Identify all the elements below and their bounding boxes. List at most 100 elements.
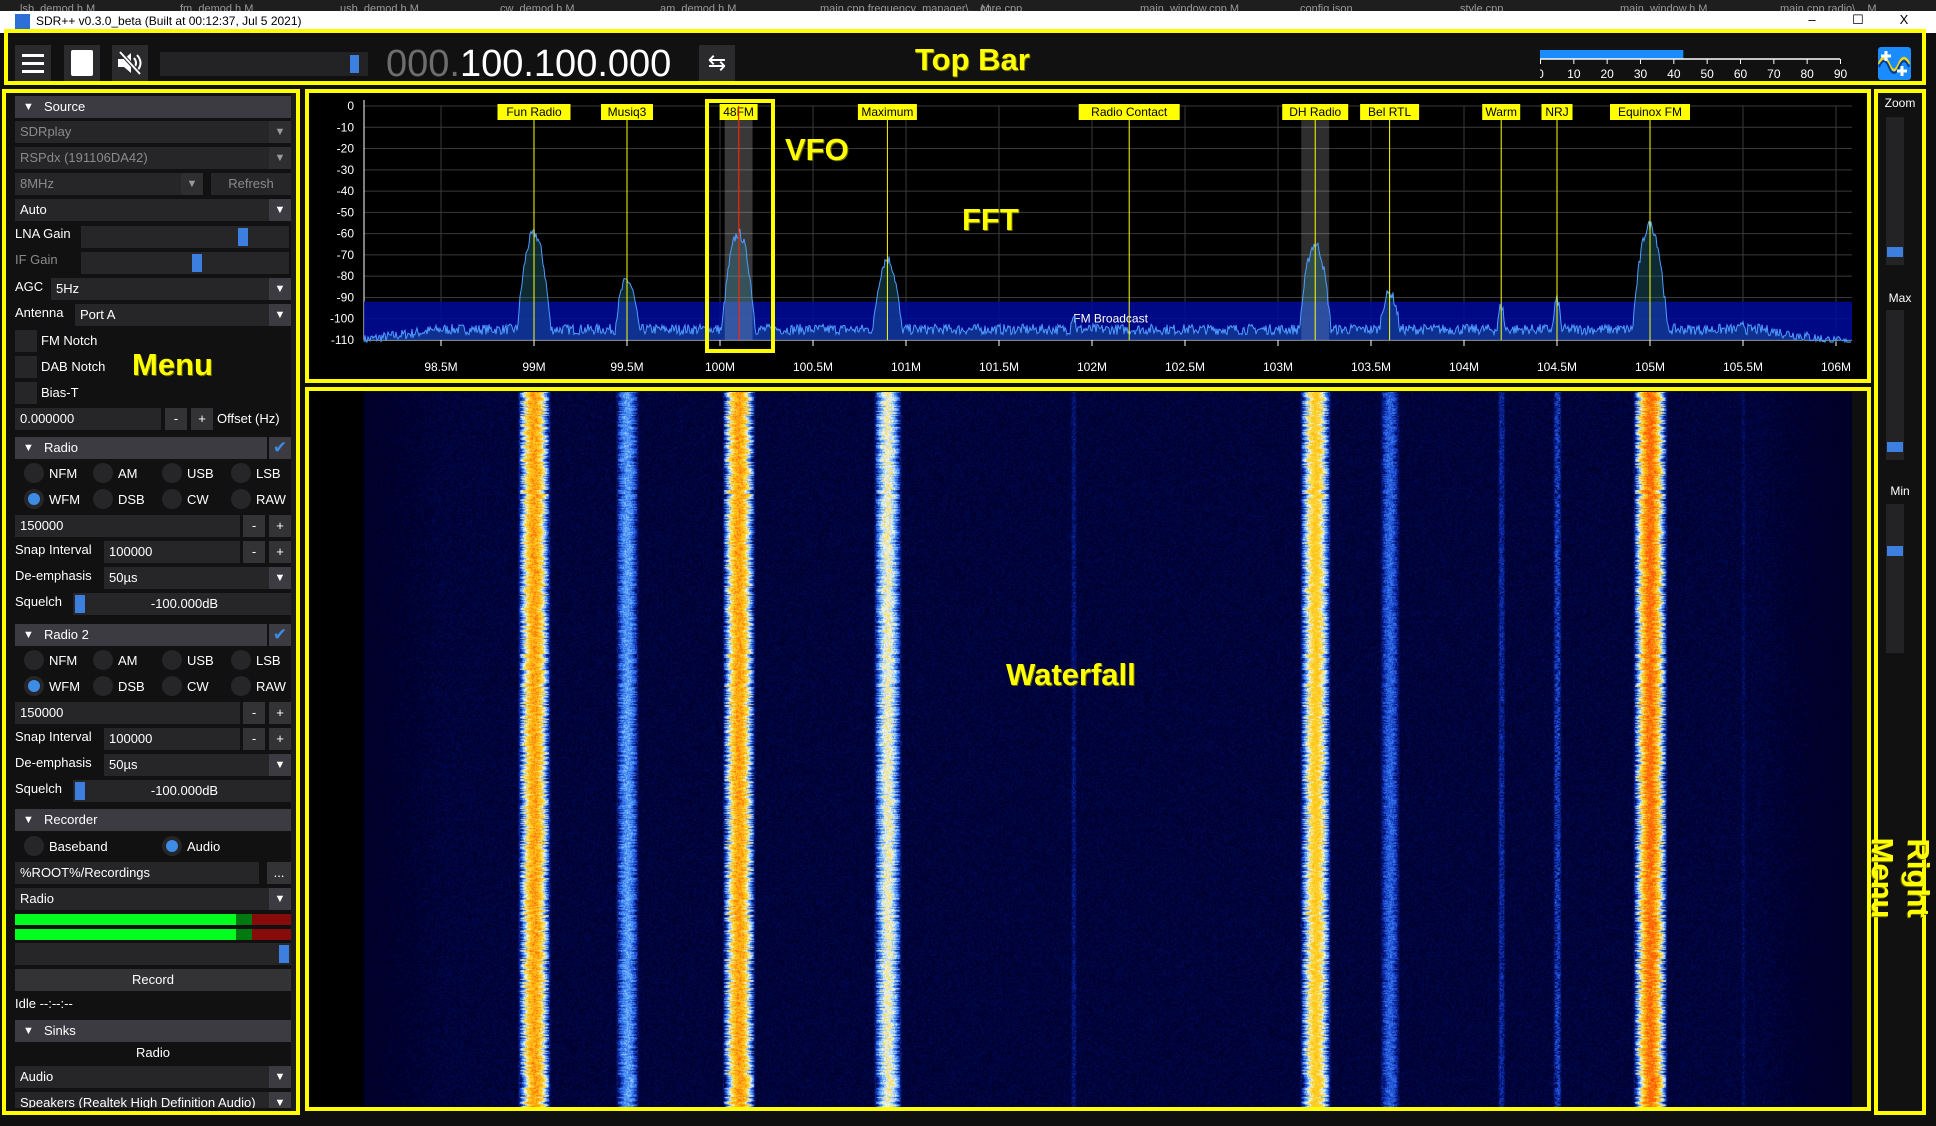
radio-header[interactable]: ▼ Radio 2 xyxy=(15,624,267,646)
close-button[interactable]: X xyxy=(1899,12,1909,27)
frequency-prefix[interactable]: 000. xyxy=(386,43,460,85)
recorder-header[interactable]: ▼ Recorder xyxy=(15,809,291,831)
snap-increment-button[interactable]: + xyxy=(269,541,291,563)
source-type-select[interactable]: SDRplay ▼ xyxy=(15,121,291,143)
editor-tab[interactable]: core.cpp xyxy=(980,3,1023,12)
mode-radio-usb[interactable] xyxy=(162,463,182,483)
radio-header[interactable]: ▼ Radio xyxy=(15,437,267,459)
sdrpp-logo-icon[interactable] xyxy=(1877,47,1911,80)
mode-radio-cw[interactable] xyxy=(162,676,182,696)
stop-button[interactable] xyxy=(64,45,100,81)
sink-type-select[interactable]: Audio ▼ xyxy=(15,1066,291,1088)
bandwidth-increment-button[interactable]: + xyxy=(269,515,291,537)
dab-notch-checkbox[interactable] xyxy=(15,356,37,378)
gain-mode-select[interactable]: Auto ▼ xyxy=(15,199,291,221)
snap-decrement-button[interactable]: - xyxy=(243,541,265,563)
editor-tab[interactable]: fm_demod.h M xyxy=(180,3,254,12)
baseband-radio[interactable] xyxy=(24,836,44,856)
recording-path-input[interactable]: %ROOT%/Recordings xyxy=(15,862,259,884)
maximize-button[interactable]: ☐ xyxy=(1852,12,1864,27)
side-menu-scrollbar[interactable] xyxy=(291,93,296,1111)
fm-notch-checkbox[interactable] xyxy=(15,330,37,352)
editor-tab[interactable]: main_window.h M xyxy=(1620,3,1708,12)
editor-tab[interactable]: am_demod.h M xyxy=(660,3,737,12)
mode-radio-am[interactable] xyxy=(93,463,113,483)
menu-button[interactable] xyxy=(15,45,51,81)
bias-t-checkbox[interactable] xyxy=(15,382,37,404)
offset-input[interactable]: 0.000000 xyxy=(15,408,161,430)
mode-radio-dsb[interactable] xyxy=(93,676,113,696)
mute-button[interactable] xyxy=(112,45,148,81)
minimize-button[interactable]: – xyxy=(1808,12,1816,27)
mode-radio-usb[interactable] xyxy=(162,650,182,670)
mode-radio-nfm[interactable] xyxy=(24,650,44,670)
recorder-stream-select[interactable]: Radio ▼ xyxy=(15,888,291,910)
slider-thumb[interactable] xyxy=(75,782,85,800)
mode-radio-wfm[interactable] xyxy=(24,676,44,696)
bandwidth-increment-button[interactable]: + xyxy=(269,702,291,724)
waterfall[interactable] xyxy=(364,392,1852,1108)
volume-slider[interactable] xyxy=(160,52,368,76)
browse-button[interactable]: ... xyxy=(267,862,291,884)
snap-interval-input[interactable]: 100000 xyxy=(104,541,240,563)
fft-max-slider[interactable] xyxy=(1886,310,1904,460)
deemphasis-select[interactable]: 50µs ▼ xyxy=(104,567,291,589)
record-button[interactable]: Record xyxy=(15,969,291,991)
slider-thumb[interactable] xyxy=(238,228,249,246)
snap-decrement-button[interactable]: - xyxy=(243,728,265,750)
slider-thumb[interactable] xyxy=(1887,545,1903,556)
offset-decrement-button[interactable]: - xyxy=(165,408,187,430)
frequency-value[interactable]: 100.100.000 xyxy=(459,43,672,85)
radio-enable-checkbox[interactable]: ✔ xyxy=(269,624,291,646)
mode-radio-lsb[interactable] xyxy=(231,463,251,483)
bandwidth-decrement-button[interactable]: - xyxy=(243,515,265,537)
mode-radio-nfm[interactable] xyxy=(24,463,44,483)
mode-radio-am[interactable] xyxy=(93,650,113,670)
mode-radio-lsb[interactable] xyxy=(231,650,251,670)
bandwidth-decrement-button[interactable]: - xyxy=(243,702,265,724)
antenna-select[interactable]: Port A ▼ xyxy=(75,304,291,326)
sinks-header[interactable]: ▼ Sinks xyxy=(15,1020,291,1042)
mode-radio-raw[interactable] xyxy=(231,489,251,509)
if-gain-slider[interactable] xyxy=(81,252,289,274)
slider-thumb[interactable] xyxy=(75,595,85,613)
refresh-button[interactable]: Refresh xyxy=(211,173,291,195)
mode-radio-wfm[interactable] xyxy=(24,489,44,509)
frequency-display[interactable]: 000.100.100.000 xyxy=(386,41,671,87)
device-select[interactable]: RSPdx (191106DA42) ▼ xyxy=(15,147,291,169)
mode-radio-cw[interactable] xyxy=(162,489,182,509)
editor-tab[interactable]: usb_demod.h M xyxy=(340,3,419,12)
slider-thumb[interactable] xyxy=(279,945,289,963)
editor-tab[interactable]: main.cpp radio\... M xyxy=(1780,3,1877,12)
slider-thumb[interactable] xyxy=(1887,246,1903,257)
deemphasis-select[interactable]: 50µs ▼ xyxy=(104,754,291,776)
fft-spectrum[interactable]: 0 -10 -20 -30 -40 -50 -60 -70 -80 -90 -100 -110 98.5… xyxy=(309,93,1869,381)
squelch-slider[interactable]: -100.000dB xyxy=(73,780,291,802)
bandwidth-select[interactable]: 8MHz ▼ xyxy=(15,173,203,195)
editor-tab[interactable]: main_window.cpp M xyxy=(1140,3,1240,12)
editor-tab[interactable]: cw_demod.h M xyxy=(500,3,575,12)
tuning-mode-button[interactable]: ⇆ xyxy=(699,45,735,81)
lna-gain-slider[interactable] xyxy=(81,226,289,248)
offset-increment-button[interactable]: + xyxy=(191,408,213,430)
source-header[interactable]: ▼ Source xyxy=(15,96,291,118)
fft-min-slider[interactable] xyxy=(1886,504,1904,653)
mode-radio-dsb[interactable] xyxy=(93,489,113,509)
audio-radio[interactable] xyxy=(162,836,182,856)
slider-thumb[interactable] xyxy=(1887,441,1903,452)
slider-thumb[interactable] xyxy=(191,254,202,272)
snap-increment-button[interactable]: + xyxy=(269,728,291,750)
editor-tab[interactable]: main.cpp frequency_manager\... M xyxy=(820,3,990,12)
bandwidth-input[interactable]: 150000 xyxy=(15,515,240,537)
agc-select[interactable]: 5Hz ▼ xyxy=(51,278,291,300)
radio-enable-checkbox[interactable]: ✔ xyxy=(269,437,291,459)
sink-device-select[interactable]: Speakers (Realtek High Definition Audio)… xyxy=(15,1092,291,1108)
mode-radio-raw[interactable] xyxy=(231,676,251,696)
editor-tab[interactable]: style.cpp xyxy=(1460,3,1504,12)
editor-tab[interactable]: config.json xyxy=(1300,3,1353,12)
snap-interval-input[interactable]: 100000 xyxy=(104,728,240,750)
volume-slider-thumb[interactable] xyxy=(350,55,360,73)
recorder-volume-slider[interactable] xyxy=(15,943,291,965)
bandwidth-input[interactable]: 150000 xyxy=(15,702,240,724)
editor-tab[interactable]: lsb_demod.h M xyxy=(20,3,96,12)
